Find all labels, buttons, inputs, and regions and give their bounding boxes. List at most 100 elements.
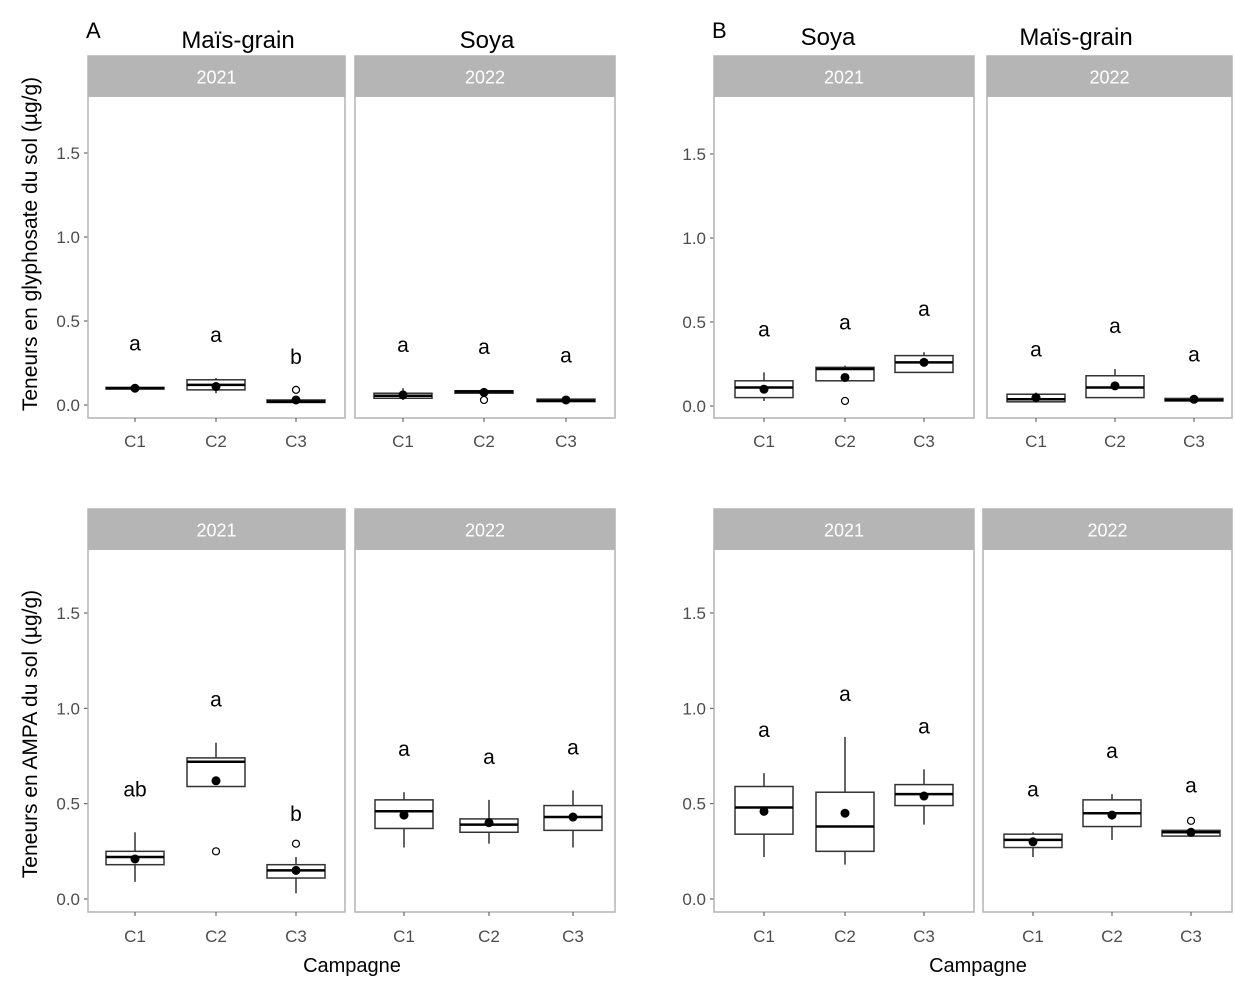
x-tick-label: C3 (1183, 432, 1205, 451)
y-tick-label: 0.0 (682, 890, 706, 909)
chart-row-3: 0.0 0.5 1.0 1.5 2021 ab C1 a C2 b C3 2022 a C1 a C2 a C3 (56, 508, 616, 946)
box-c3: b (266, 346, 326, 405)
x-tick-label: C2 (834, 927, 856, 946)
box-outlier (291, 839, 301, 848)
box-c1: a (1006, 339, 1066, 403)
x-tick-label: C2 (205, 432, 227, 451)
facet-strip-label: 2022 (1089, 68, 1129, 88)
y-tick-label: 0.5 (682, 795, 706, 814)
box-c1: a (1003, 778, 1063, 858)
x-tick-label: C1 (392, 432, 414, 451)
x-axis-title-a: Campagne (303, 955, 401, 976)
plot-area: 0.00.51.01.52021aC1aC2bC32022aC1aC2aC30.… (56, 55, 1233, 946)
chart-row-2: 0.0 0.5 1.0 1.5 2021 a C1 a C2 a C3 2022 a C1 a C2 a C3 (682, 55, 1233, 451)
box-c1: a (373, 334, 433, 400)
significance-letter: a (758, 719, 770, 742)
box-c1: a (734, 719, 794, 858)
box-mean-point (211, 382, 221, 392)
box-mean-point (1031, 393, 1041, 403)
facet-strip-label: 2022 (465, 68, 505, 88)
box-c2: a (459, 746, 519, 844)
facet-panel-border (986, 55, 1233, 419)
box-mean-point (759, 806, 769, 816)
significance-letter: a (918, 298, 930, 321)
box-mean-point (399, 810, 409, 820)
box-mean-point (1189, 394, 1199, 404)
significance-letter: a (839, 683, 851, 706)
box-c1: a (105, 333, 165, 393)
significance-letter: a (560, 344, 572, 367)
facet-panel-border (354, 55, 616, 419)
x-tick-label: C1 (1025, 432, 1047, 451)
box-mean-point (130, 383, 140, 393)
box-c3: b (266, 803, 326, 894)
box-mean-point (291, 865, 301, 875)
x-tick-label: C3 (285, 432, 307, 451)
significance-letter: b (290, 803, 302, 826)
y-tick-label: 0.5 (56, 312, 80, 331)
facet-panel-border (982, 508, 1233, 913)
y-tick-label: 0.0 (56, 396, 80, 415)
box-c2: a (186, 324, 246, 394)
significance-letter: b (290, 346, 302, 369)
box-mean-point (568, 812, 578, 822)
significance-letter: a (1106, 740, 1118, 763)
box-c3: a (1164, 344, 1224, 404)
y-tick-label: 1.0 (682, 699, 706, 718)
box-c2: a (815, 683, 875, 865)
x-tick-label: C3 (285, 927, 307, 946)
y-tick-label: 1.5 (56, 604, 80, 623)
significance-letter: a (210, 689, 222, 712)
y-tick-label: 1.0 (682, 229, 706, 248)
significance-letter: a (758, 318, 770, 341)
box-c2: a (186, 689, 246, 856)
y-tick-label: 1.5 (56, 144, 80, 163)
box-outlier (291, 385, 301, 394)
significance-letter: a (1185, 774, 1197, 797)
facet-panel-border (354, 508, 616, 913)
box-outlier (840, 396, 850, 406)
significance-letter: a (397, 334, 409, 357)
box-c3: a (543, 736, 603, 848)
box-mean-point (561, 395, 571, 405)
facet-strip (88, 56, 345, 97)
significance-letter: a (918, 715, 930, 738)
box-mean-point (1107, 810, 1117, 820)
box-c2: a (1085, 315, 1145, 399)
box-c1: a (374, 738, 434, 848)
box-c3: a (1161, 774, 1221, 837)
box-mean-point (1186, 827, 1196, 837)
x-tick-label: C3 (913, 927, 935, 946)
facet-strip (983, 509, 1232, 550)
box-mean-point (484, 818, 494, 828)
chart-row-1: 0.0 0.5 1.0 1.5 2021 a C1 a C2 b C3 2022 a C1 a C2 a C3 (56, 55, 616, 451)
significance-letter: a (1030, 339, 1042, 362)
facet-2021: 2021 ab C1 a C2 b C3 (87, 508, 346, 946)
x-tick-label: C3 (1180, 927, 1202, 946)
facet-strip (987, 56, 1232, 97)
significance-letter: a (398, 738, 410, 761)
box-mean-point (291, 395, 301, 405)
x-tick-label: C2 (1101, 927, 1123, 946)
box-mean-point (1110, 381, 1120, 391)
x-tick-label: C3 (555, 432, 577, 451)
box-c1: a (734, 318, 794, 401)
x-tick-label: C1 (753, 927, 775, 946)
box-mean-point (398, 390, 408, 400)
x-tick-label: C3 (913, 432, 935, 451)
facet-2022: 2022 a C1 a C2 a C3 (354, 55, 616, 451)
x-tick-label: C2 (473, 432, 495, 451)
facet-2021: 2021 a C1 a C2 b C3 (87, 55, 346, 451)
box-c3: a (536, 344, 596, 405)
crop-title-a-left: Maïs-grain (181, 27, 294, 54)
x-tick-label: C1 (1022, 927, 1044, 946)
box-c2: a (454, 336, 514, 405)
chart-row-4: 0.0 0.5 1.0 1.5 2021 a C1 a C2 a C3 2022 a C1 a C2 a C3 (682, 508, 1233, 946)
facet-strip (355, 56, 615, 97)
significance-letter: a (478, 336, 490, 359)
x-tick-label: C2 (834, 432, 856, 451)
facet-strip (714, 509, 974, 550)
facet-2022: 2022 a C1 a C2 a C3 (982, 508, 1233, 946)
